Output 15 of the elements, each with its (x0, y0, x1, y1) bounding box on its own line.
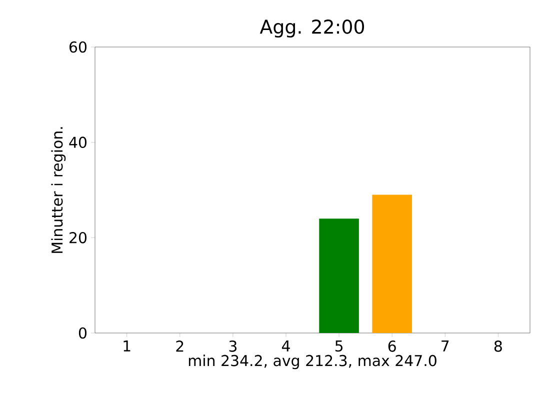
y-tick-label: 40 (69, 136, 86, 148)
y-tick-label: 0 (78, 327, 86, 339)
chart-title: Agg. 22:00 (260, 20, 364, 38)
x-tick-label: 6 (388, 340, 396, 352)
x-axis-title: min 234.2, avg 212.3, max 247.0 (188, 354, 436, 370)
y-tick-label: 60 (70, 41, 86, 53)
x-tick-label: 5 (335, 340, 342, 352)
x-tick-label: 7 (442, 340, 449, 352)
x-tick-label: 4 (282, 340, 290, 352)
y-axis-title: Minutter i region. (51, 127, 66, 253)
x-tick-label: 8 (494, 340, 502, 352)
y-tick-label: 20 (70, 232, 86, 244)
x-tick-label: 3 (229, 340, 236, 352)
x-tick-label: 2 (176, 340, 184, 352)
x-tick-label: 1 (124, 340, 130, 352)
